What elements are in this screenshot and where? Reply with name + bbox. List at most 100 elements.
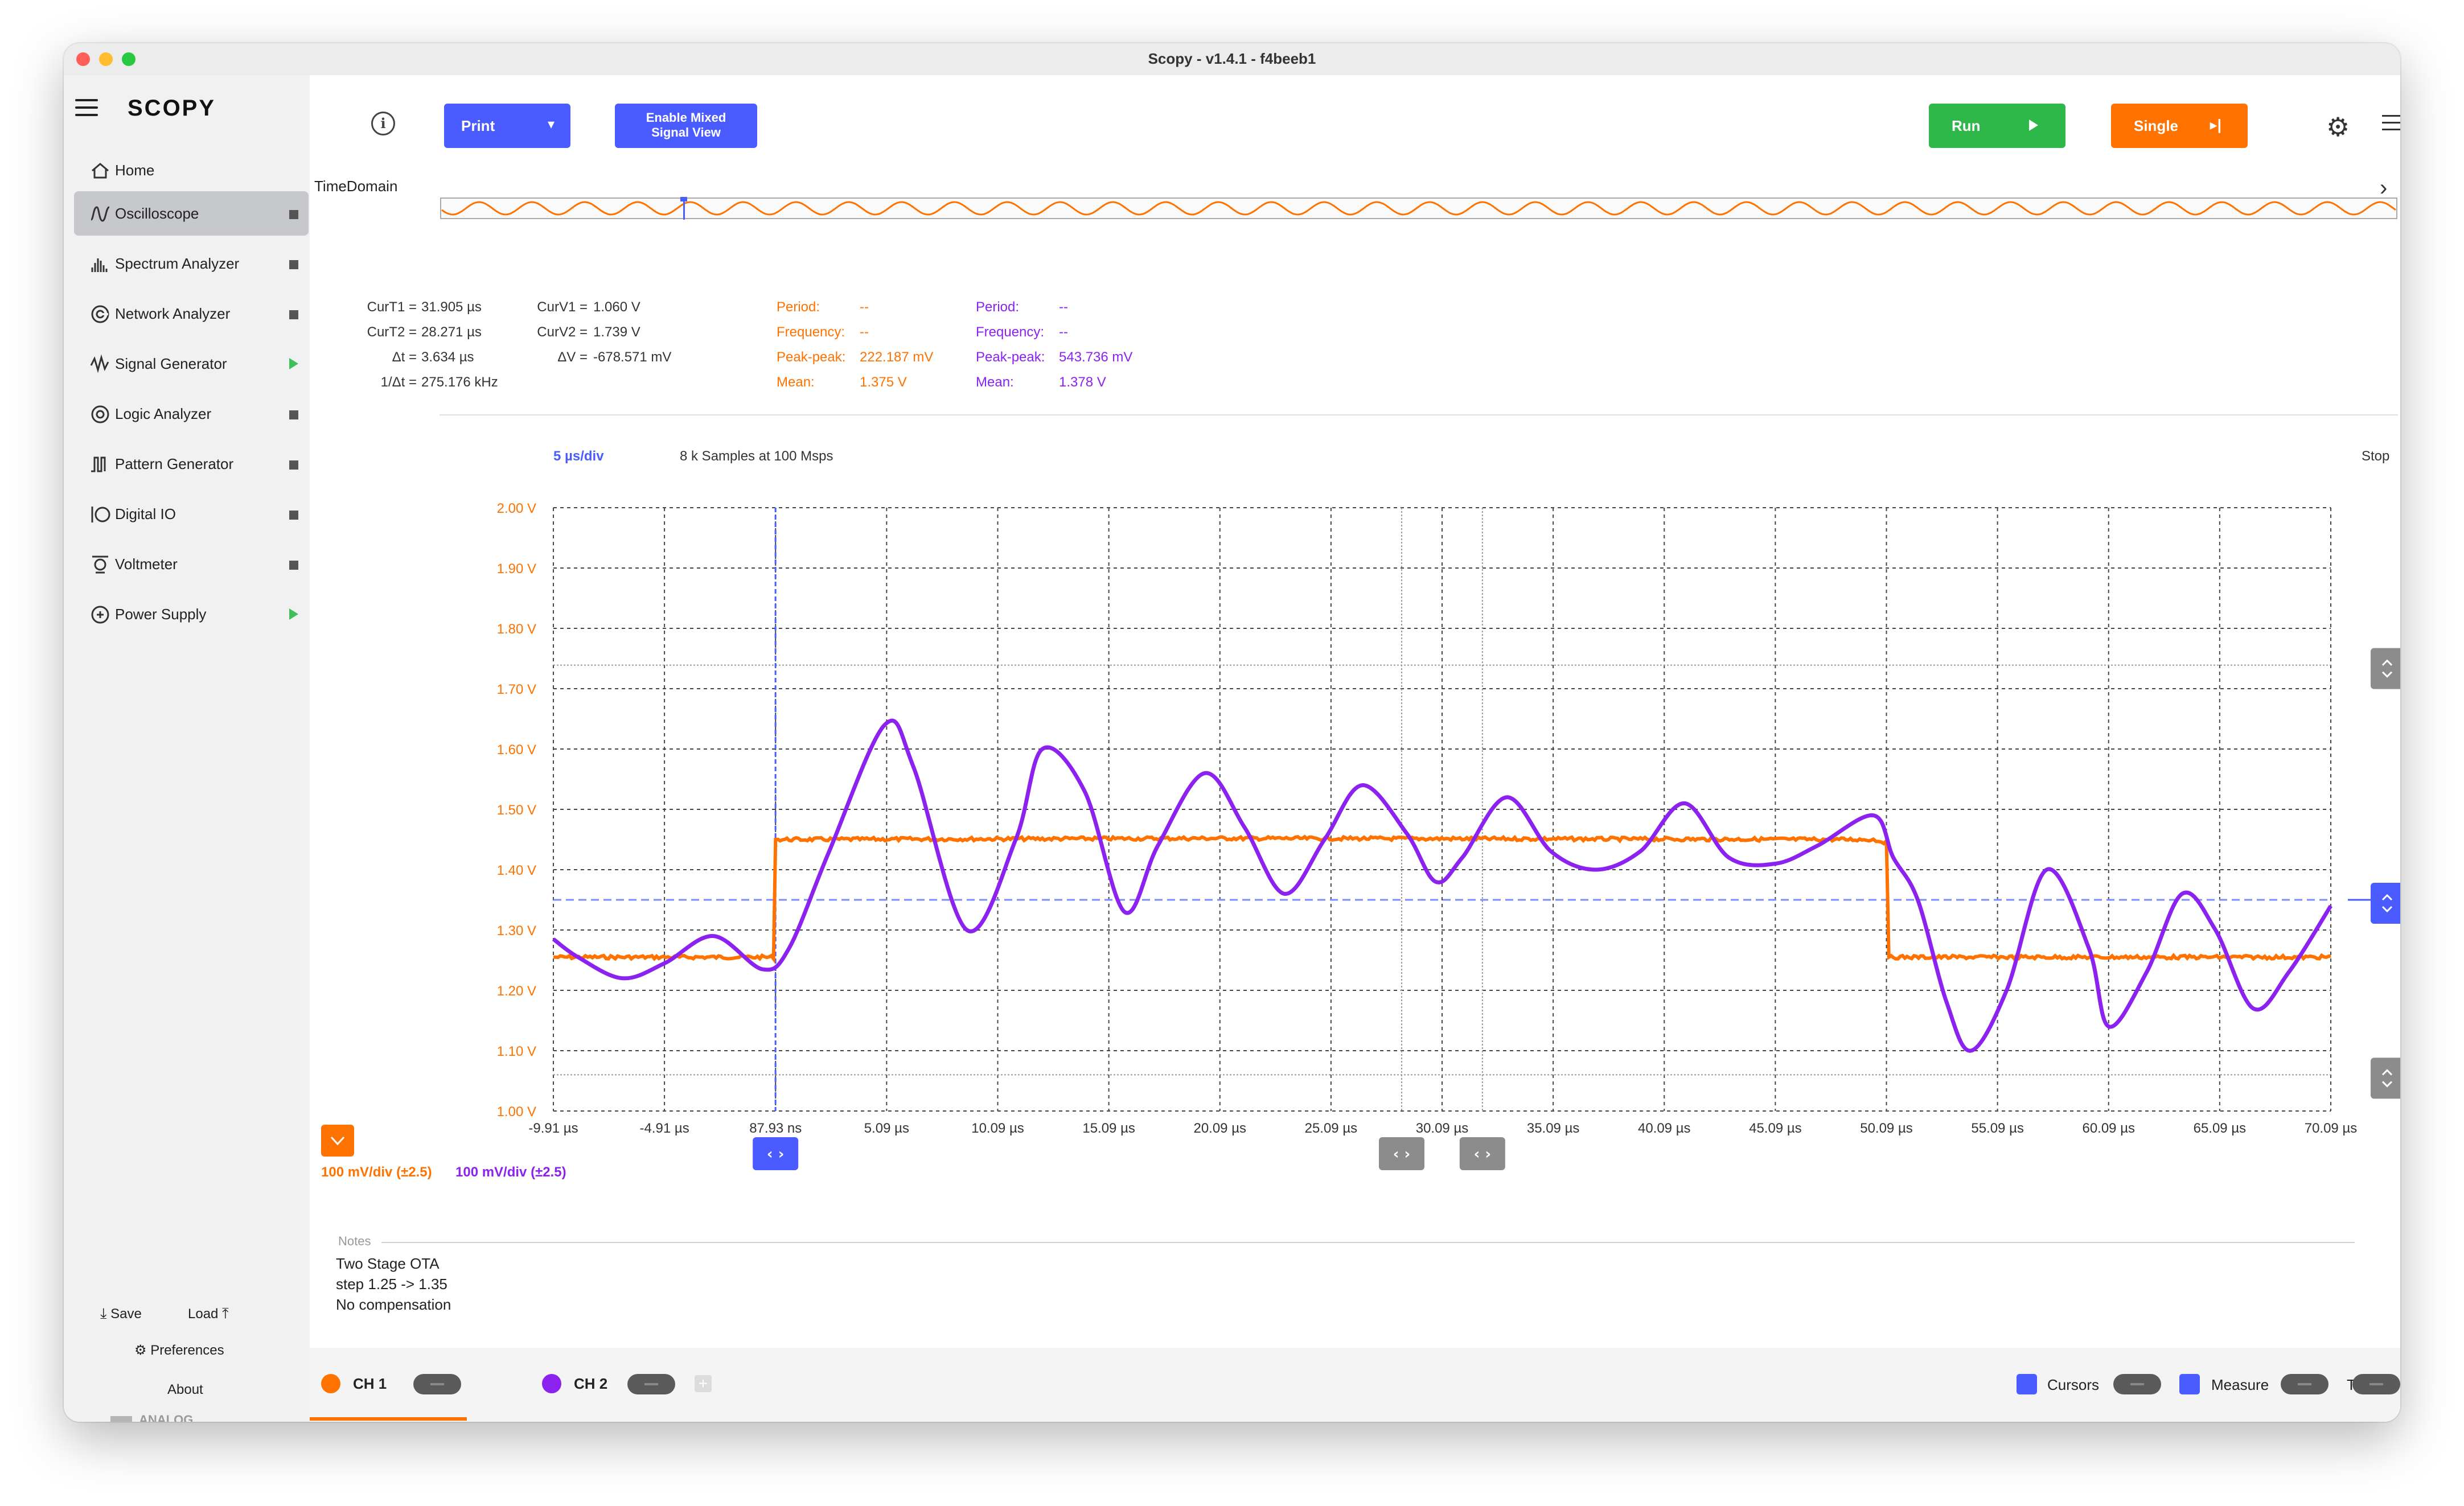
x-tick-label: 30.09 µs [1416,1121,1469,1136]
run-indicator-icon[interactable] [289,608,298,620]
y-tick-label: 1.30 V [497,923,536,939]
sidebar-item-spectrum-analyzer[interactable]: Spectrum Analyzer [74,241,309,286]
ch1-color-dot[interactable] [321,1374,340,1393]
gear-icon[interactable]: ⚙ [2326,112,2350,142]
stop-indicator-icon[interactable] [289,210,298,219]
minimap-waveform [441,201,2396,216]
ch1-tab-underline [310,1417,467,1421]
app-logo: SCOPY [128,96,216,121]
ch1-scale-label: 100 mV/div (±2.5) [321,1165,432,1180]
time-domain-minimap[interactable] [440,197,2400,224]
info-icon[interactable]: i [371,112,395,135]
tab-ch1[interactable]: CH 1 [353,1375,387,1392]
sidebar-item-logic-analyzer[interactable]: Logic Analyzer [74,392,309,436]
sidebar-item-digital-io[interactable]: Digital IO [74,492,309,536]
oscilloscope-icon [91,206,110,222]
ch1-peak-peak-label: Peak-peak: [777,349,846,365]
sidebar-item-label: Signal Generator [115,355,227,372]
print-button[interactable]: Print ▾ [444,104,570,148]
sidebar-item-home[interactable]: Home [74,148,309,192]
x-tick-label: 87.93 ns [749,1121,802,1136]
chevron-right-icon[interactable]: › [2380,175,2388,200]
x-tick-label: 15.09 µs [1082,1121,1135,1136]
y-tick-label: 2.00 V [497,501,536,516]
settings-sliders-icon[interactable] [2382,115,2400,135]
close-window-button[interactable] [76,52,90,66]
ch2-scale-label: 100 mV/div (±2.5) [455,1165,566,1180]
measure-toggle[interactable] [2281,1374,2329,1394]
enable-mixed-signal-view-button[interactable]: Enable Mixed Signal View [615,104,757,148]
inv-delta-t-label: 1/Δt = [380,375,417,390]
trigger-toggle[interactable] [2352,1374,2400,1394]
x-tick-label: -9.91 µs [528,1121,578,1136]
stop-indicator-icon[interactable] [289,260,298,269]
y-tick-label: 1.20 V [497,984,536,999]
trigger-level-handle[interactable] [2371,883,2400,924]
menu-icon[interactable] [75,99,98,116]
notes-text[interactable]: Two Stage OTA step 1.25 -> 1.35 No compe… [336,1255,451,1313]
sidebar-item-power-supply[interactable]: Power Supply [74,592,309,636]
minimap-viewport-handle[interactable] [680,197,687,201]
about-button[interactable]: About [167,1382,203,1397]
y-tick-label: 1.00 V [497,1104,536,1120]
x-tick-label: 10.09 µs [971,1121,1024,1136]
trigger-position-handle-arrows-icon: ‹ › [767,1146,784,1163]
cursors-toggle[interactable] [2113,1374,2161,1394]
ch2-toggle[interactable] [627,1374,675,1394]
run-indicator-icon[interactable] [289,358,298,369]
voltage-cursor-v1-handle-chevrons-icon [2381,1069,2393,1088]
samples-label: 8 k Samples at 100 Msps [680,448,833,464]
save-button[interactable]: ⤓ Save [100,1305,142,1322]
tab-ch2[interactable]: CH 2 [574,1375,608,1392]
ch2-peak-peak-value: 543.736 mV [1059,349,1133,365]
single-step-icon: ▸| [2210,116,2221,133]
single-button[interactable]: Single ▸| [2111,104,2248,148]
sidebar-item-label: Digital IO [115,505,176,522]
chevron-down-icon [330,1136,345,1146]
sidebar-item-voltmeter[interactable]: Voltmeter [74,542,309,586]
time-cursor-t1-handle[interactable] [1459,1137,1505,1170]
time-cursor-t1-handle-arrows-icon: ‹ › [1474,1146,1491,1163]
x-tick-label: 55.09 µs [1971,1121,2024,1136]
oscilloscope-plot[interactable]: 2.00 V 1.90 V 1.80 V 1.70 V 1.60 V 1.50 V 1.40… [310,468,2400,1213]
voltmeter-icon [92,556,108,574]
stop-indicator-icon[interactable] [289,310,298,319]
play-icon [2029,120,2038,131]
voltage-cursor-v2-handle[interactable] [2371,648,2400,689]
voltage-cursor-v1-handle[interactable] [2371,1058,2400,1099]
curt2-label: CurT2 = [367,324,417,340]
ch2-mean-value: 1.378 V [1059,375,1106,390]
zoom-window-button[interactable] [122,52,135,66]
sidebar-item-oscilloscope[interactable]: Oscilloscope [74,191,309,236]
add-channel-icon[interactable]: + [695,1375,712,1392]
load-button[interactable]: Load ⤒ [188,1305,229,1322]
app-window: Scopy - v1.4.1 - f4beeb1 SCOPY Home Osci… [64,43,2400,1422]
time-cursor-t2-handle[interactable] [1379,1137,1425,1170]
trigger-level-handle-chevrons-icon [2381,894,2393,913]
ch1-offset-handle[interactable] [321,1125,354,1157]
stop-indicator-icon[interactable] [289,410,298,419]
minimap-viewport-marker[interactable] [683,197,685,220]
curv2-label: CurV2 = [537,324,588,340]
sidebar-item-network-analyzer[interactable]: Network Analyzer [74,291,309,336]
minimize-window-button[interactable] [99,52,113,66]
ch2-color-dot[interactable] [542,1374,561,1393]
ch1-toggle[interactable] [413,1374,461,1394]
trigger-position-handle[interactable] [753,1137,799,1170]
save-icon: ⤓ [100,1305,107,1322]
preferences-button[interactable]: ⚙ Preferences [134,1343,224,1358]
ch2-frequency-label: Frequency: [976,324,1045,340]
tab-cursors[interactable]: Cursors [2047,1376,2100,1393]
divider [440,414,2398,415]
sidebar-item-signal-generator[interactable]: Signal Generator [74,341,309,386]
ch2-peak-peak-label: Peak-peak: [976,349,1045,365]
analog-devices-logo-icon [110,1416,132,1422]
tab-measure[interactable]: Measure [2211,1376,2269,1393]
sidebar-item-label: Network Analyzer [115,305,231,322]
home-icon [92,163,109,179]
stop-indicator-icon[interactable] [289,561,298,570]
run-button[interactable]: Run [1929,104,2065,148]
stop-indicator-icon[interactable] [289,511,298,520]
sidebar-item-pattern-generator[interactable]: Pattern Generator [74,442,309,486]
stop-indicator-icon[interactable] [289,460,298,470]
